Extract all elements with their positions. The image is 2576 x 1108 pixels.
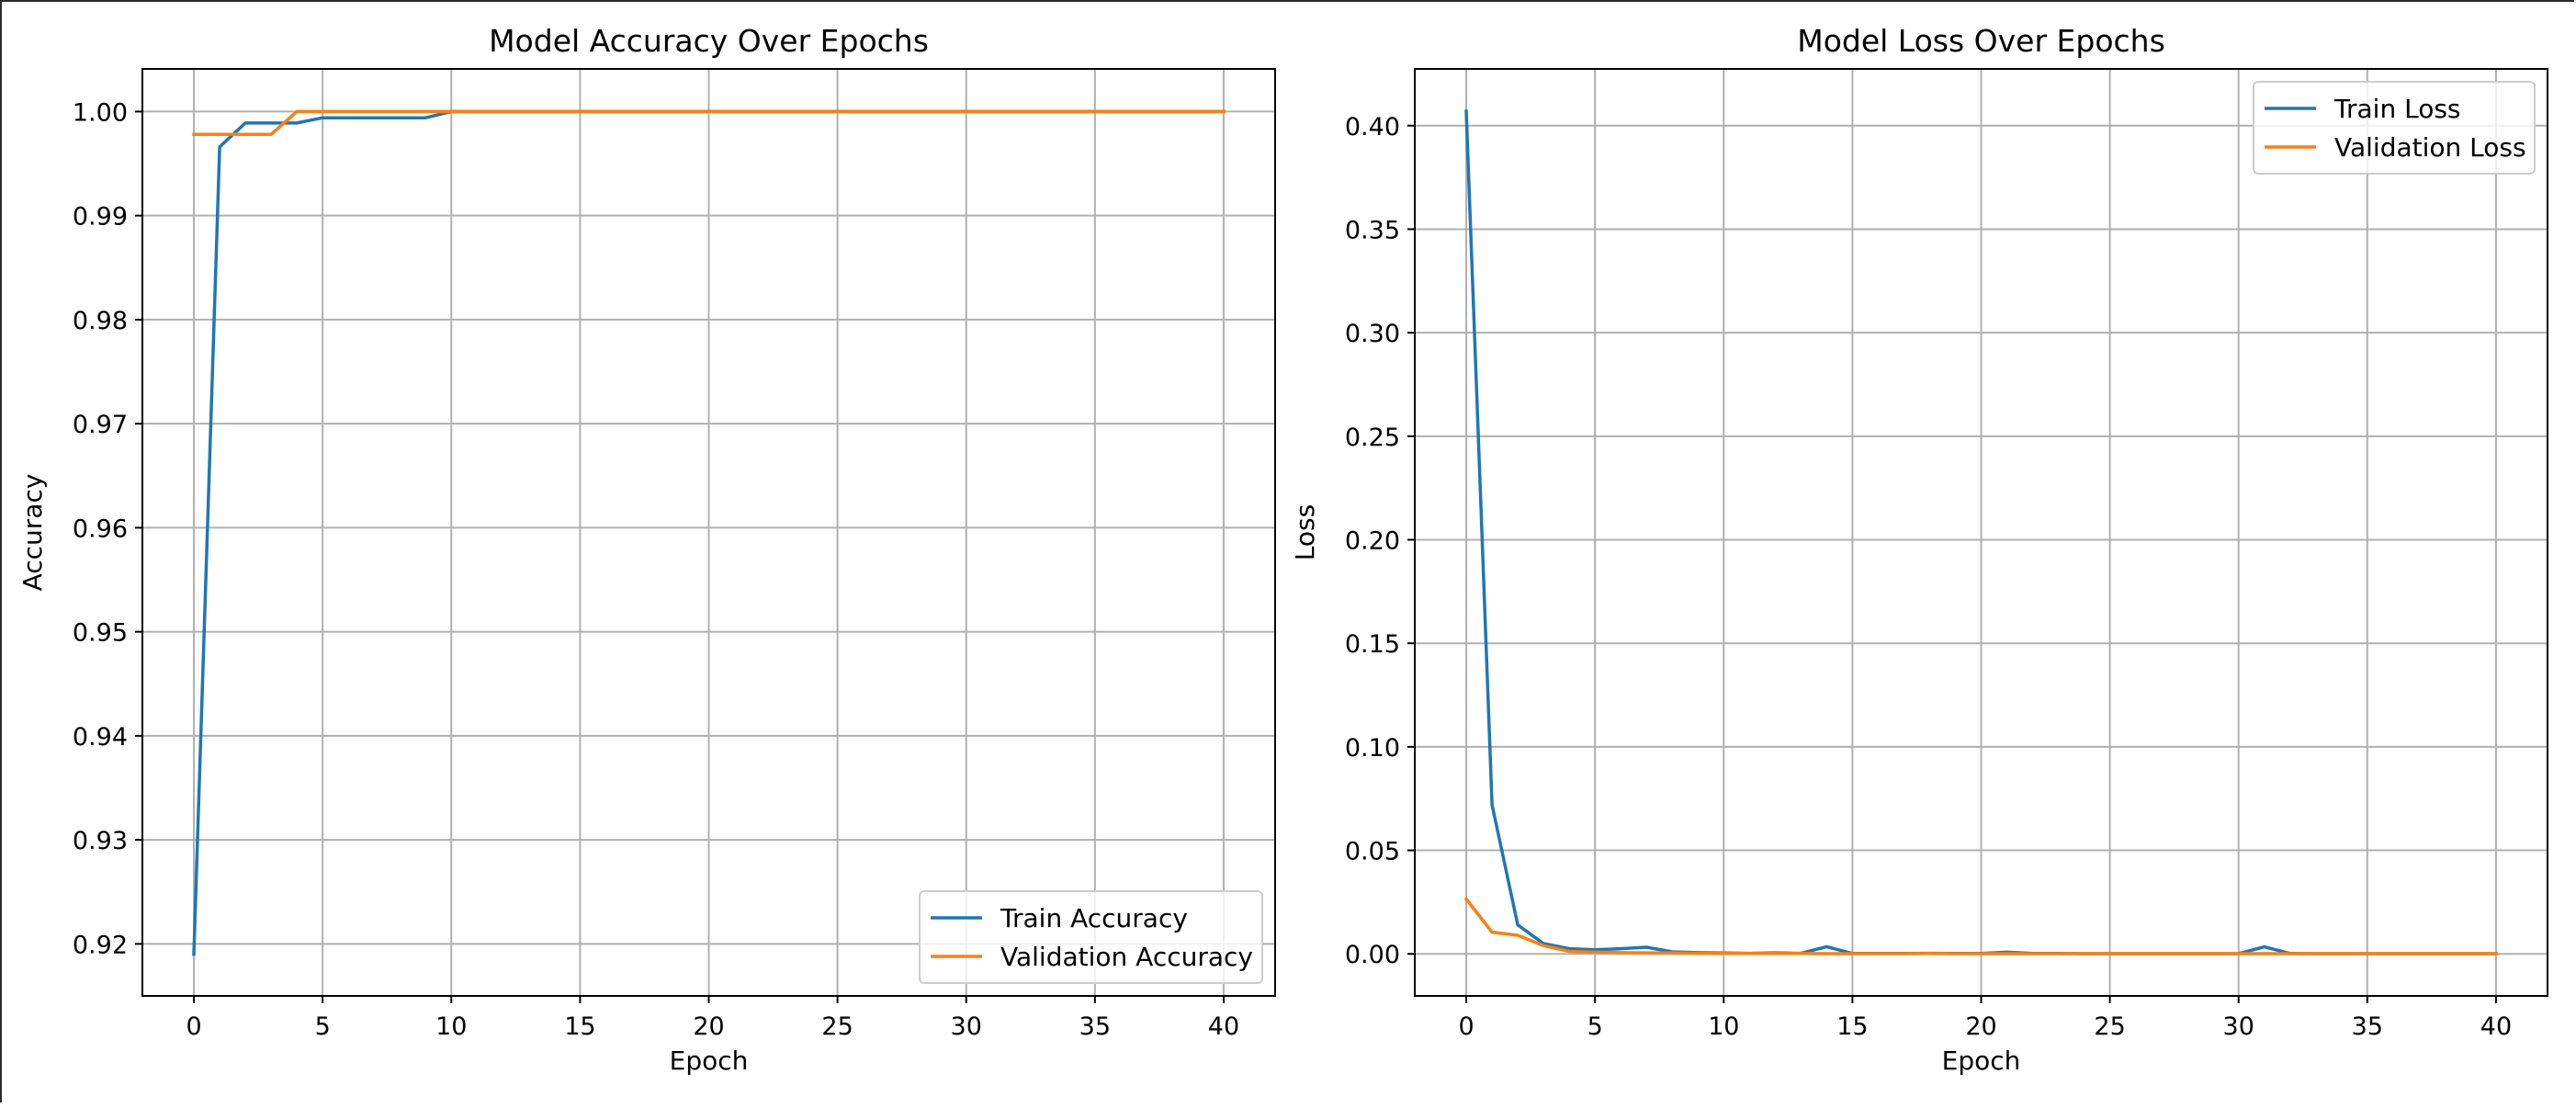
acc-y-tick-label: 0.94: [73, 723, 128, 752]
loss-legend-box: [2253, 81, 2536, 175]
acc-x-tick-label: 35: [1079, 1012, 1111, 1041]
loss-y-tick-label: 0.15: [1345, 630, 1400, 659]
acc-x-tick-label: 30: [951, 1012, 982, 1041]
loss-x-tick-label: 10: [1708, 1012, 1739, 1041]
acc-legend-label-0: Train Accuracy: [1000, 903, 1188, 933]
loss-y-tick-label: 0.40: [1345, 113, 1400, 141]
acc-y-tick-label: 0.99: [73, 203, 128, 232]
loss-y-tick-label: 0.20: [1345, 527, 1400, 556]
loss-y-tick-label: 0.10: [1345, 734, 1400, 763]
acc-x-tick-label: 40: [1208, 1012, 1239, 1041]
loss-x-tick-label: 25: [2094, 1012, 2125, 1041]
acc-x-tick-label: 10: [435, 1012, 467, 1041]
loss-x-tick-label: 40: [2480, 1012, 2512, 1041]
loss-x-tick-label: 0: [1458, 1012, 1474, 1041]
acc-y-tick-label: 0.92: [73, 931, 128, 959]
loss-y-axis-label: Loss: [1290, 504, 1320, 560]
loss-y-tick-label: 0.00: [1345, 941, 1400, 969]
loss-y-tick-label: 0.30: [1345, 320, 1400, 348]
loss-y-tick-label: 0.05: [1345, 838, 1400, 866]
acc-x-tick-label: 15: [564, 1012, 595, 1041]
loss-x-tick-label: 20: [1965, 1012, 1996, 1041]
loss-x-tick-label: 15: [1836, 1012, 1868, 1041]
acc-x-axis-label: Epoch: [670, 1046, 749, 1076]
loss-chart-title: Model Loss Over Epochs: [1797, 23, 2165, 59]
acc-y-tick-label: 0.96: [73, 514, 128, 543]
loss-legend-label-0: Train Loss: [2333, 94, 2461, 124]
acc-x-tick-label: 0: [186, 1012, 201, 1041]
acc-y-axis-label: Accuracy: [17, 474, 48, 592]
acc-x-tick-label: 20: [693, 1012, 724, 1041]
acc-legend-label-1: Validation Accuracy: [1000, 942, 1253, 972]
loss-legend-label-1: Validation Loss: [2334, 132, 2526, 163]
loss-x-tick-label: 5: [1587, 1012, 1603, 1041]
acc-legend-box: [919, 890, 1263, 984]
acc-y-tick-label: 0.97: [73, 411, 128, 439]
acc-x-tick-label: 5: [315, 1012, 331, 1041]
acc-y-tick-label: 0.98: [73, 307, 128, 335]
acc-y-tick-label: 0.93: [73, 827, 128, 855]
loss-x-tick-label: 35: [2352, 1012, 2383, 1041]
acc-chart: 0 5 10 15 20 25 30 35 40 0.92 0.93 0.94 0.95 0.96 0.97…: [17, 23, 1276, 1076]
loss-chart: 0 5 10 15 20 25 30 35 40 0.00 0.05 0.10 0.15 0.20 0.25…: [1290, 23, 2548, 1076]
loss-x-axis-label: Epoch: [1942, 1046, 2021, 1076]
acc-y-tick-label: 1.00: [73, 98, 128, 127]
acc-y-tick-label: 0.95: [73, 619, 128, 648]
loss-legend: Train Loss Validation Loss: [2253, 81, 2536, 175]
loss-y-tick-label: 0.35: [1345, 216, 1400, 244]
acc-series-line-1: [192, 109, 1226, 137]
acc-x-tick-label: 25: [821, 1012, 853, 1041]
loss-x-tick-label: 30: [2223, 1012, 2254, 1041]
acc-chart-title: Model Accuracy Over Epochs: [489, 23, 929, 59]
loss-series-line-1: [1463, 897, 2498, 955]
loss-y-tick-label: 0.25: [1345, 424, 1400, 452]
acc-legend: Train Accuracy Validation Accuracy: [919, 890, 1263, 984]
